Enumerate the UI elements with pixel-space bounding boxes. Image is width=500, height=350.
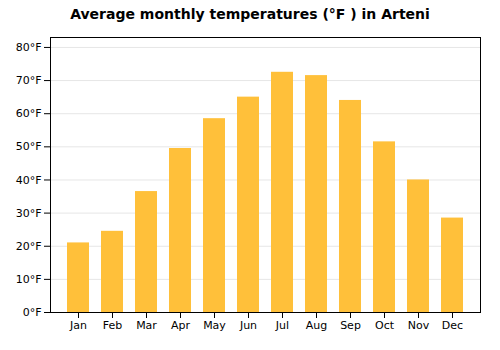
svg-text:May: May	[203, 319, 226, 332]
svg-text:50°F: 50°F	[16, 140, 42, 153]
svg-text:Jul: Jul	[275, 319, 289, 332]
svg-text:30°F: 30°F	[16, 207, 42, 220]
svg-text:40°F: 40°F	[16, 173, 42, 186]
svg-text:Jun: Jun	[239, 319, 257, 332]
svg-text:Jan: Jan	[69, 319, 87, 332]
svg-text:60°F: 60°F	[16, 107, 42, 120]
svg-text:Feb: Feb	[103, 319, 122, 332]
svg-text:Aug: Aug	[306, 319, 327, 332]
svg-text:0°F: 0°F	[23, 306, 42, 319]
svg-text:Mar: Mar	[136, 319, 157, 332]
svg-text:70°F: 70°F	[16, 74, 42, 87]
svg-text:Nov: Nov	[408, 319, 430, 332]
svg-text:10°F: 10°F	[16, 273, 42, 286]
html-text:Average monthly temperatures (: Average monthly temperatures (°F ) in Ar…	[70, 6, 430, 22]
svg-text:Dec: Dec	[442, 319, 463, 332]
svg-text:80°F: 80°F	[16, 41, 42, 54]
svg-text:Apr: Apr	[171, 319, 191, 332]
svg-text:Oct: Oct	[375, 319, 395, 332]
svg-text:Sep: Sep	[340, 319, 361, 332]
svg-text:20°F: 20°F	[16, 240, 42, 253]
